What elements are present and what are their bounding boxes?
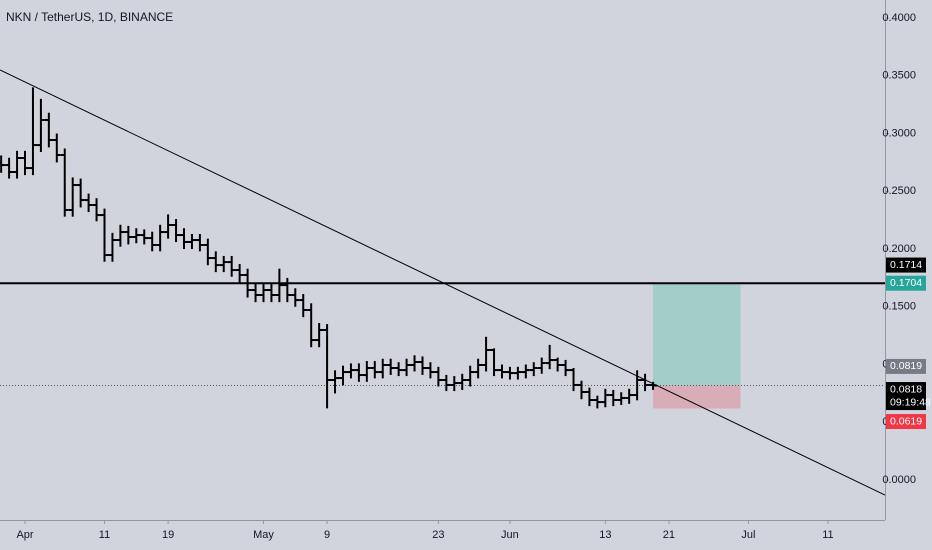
target-zone xyxy=(653,283,741,386)
x-tick-label: 19 xyxy=(162,529,174,541)
price-label: 0.1714 xyxy=(890,259,922,271)
price-label: 0.0619 xyxy=(890,415,922,427)
price-bars xyxy=(0,87,658,409)
price-label-box xyxy=(886,257,926,273)
x-tick-label: Apr xyxy=(16,529,33,541)
y-tick-label: 0.2000 xyxy=(882,243,916,255)
price-label: 0.0819 xyxy=(890,360,922,372)
x-tick-label: Jun xyxy=(501,529,519,541)
y-tick-label: 0.4000 xyxy=(882,12,916,24)
price-label: 0.1704 xyxy=(890,277,922,289)
chart-title: NKN / TetherUS, 1D, BINANCE xyxy=(6,10,173,24)
y-tick-label: 0.2500 xyxy=(882,185,916,197)
price-label-box xyxy=(886,382,926,411)
price-label: 0.0818 xyxy=(890,383,922,395)
y-tick-label: 0.3000 xyxy=(882,127,916,139)
price-label-box xyxy=(886,414,926,430)
y-tick-label: 0.1500 xyxy=(882,301,916,313)
x-tick-label: 11 xyxy=(822,529,833,541)
price-label-box xyxy=(886,275,926,291)
y-tick-label: 0.0000 xyxy=(882,474,916,486)
x-tick-label: 13 xyxy=(599,529,611,541)
countdown-label: 09:19:48 xyxy=(890,396,931,408)
x-tick-label: 11 xyxy=(99,529,110,541)
x-tick-label: 23 xyxy=(432,529,444,541)
stop-zone xyxy=(653,385,741,409)
price-label-box xyxy=(886,358,926,374)
x-tick-label: Jul xyxy=(741,529,755,541)
x-tick-label: May xyxy=(253,529,274,541)
x-tick-label: 21 xyxy=(663,529,675,541)
x-tick-label: 9 xyxy=(324,529,330,541)
y-tick-label: 0.3500 xyxy=(882,70,916,82)
trendline xyxy=(0,69,886,496)
